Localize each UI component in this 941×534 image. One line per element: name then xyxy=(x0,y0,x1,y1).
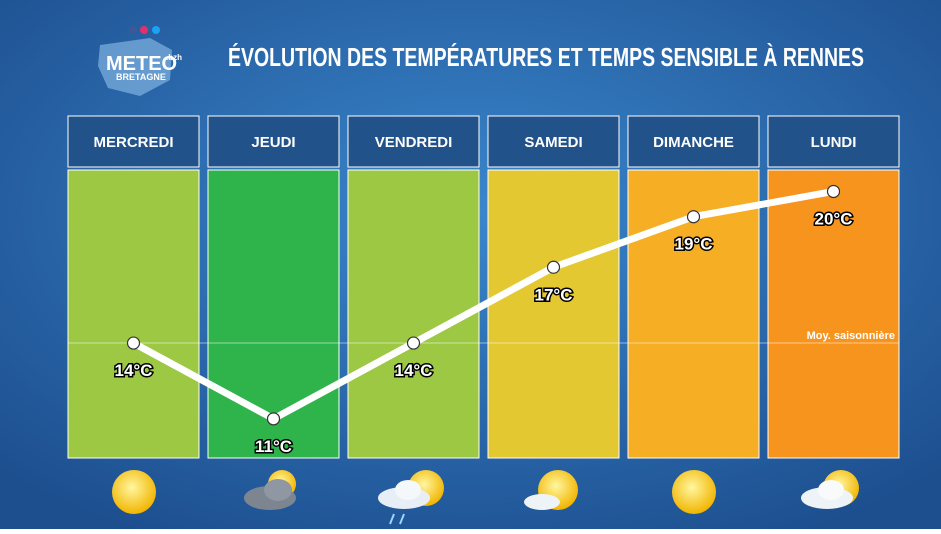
x-tick-label: JEUDI xyxy=(251,134,295,151)
header-cell xyxy=(487,115,620,168)
temperature-point xyxy=(686,210,701,224)
temperature-point xyxy=(126,336,141,350)
x-tick-label: DIMANCHE xyxy=(653,134,734,151)
seasonal-average-label: Moy. saisonnière xyxy=(807,330,895,342)
x-tick-label: SAMEDI xyxy=(524,134,582,151)
x-tick-label: MERCREDI xyxy=(93,134,173,151)
temperature-point xyxy=(406,336,421,350)
plot: MERCREDI JEUDI VENDREDI SAMEDI DIMANCHE LUNDI… xyxy=(67,115,900,459)
value-label: 19°C xyxy=(675,235,713,254)
day-column xyxy=(347,169,480,459)
temperature-line xyxy=(131,188,835,423)
value-label: 11°C xyxy=(255,437,292,456)
temperature-point xyxy=(826,184,841,199)
header-cell xyxy=(347,115,480,168)
day-column xyxy=(207,169,340,459)
weather-icons xyxy=(112,470,859,525)
brand-region: BRETAGNE xyxy=(116,72,166,82)
header-cell xyxy=(767,115,900,168)
x-tick-label: LUNDI xyxy=(811,134,857,151)
brand-suffix: .bzh xyxy=(166,53,182,62)
day-column xyxy=(487,169,620,459)
brand-name: METEO xyxy=(106,53,177,75)
temperature-point xyxy=(546,260,561,274)
value-label: 17°C xyxy=(535,285,573,304)
temperature-point xyxy=(266,412,281,426)
day-column xyxy=(767,169,900,459)
header-cell xyxy=(67,115,200,168)
x-tick-label: VENDREDI xyxy=(375,134,453,151)
chart-title: ÉVOLUTION DES TEMPÉRATURES ET TEMPS SENS… xyxy=(228,42,864,72)
header-cell xyxy=(627,115,760,168)
value-label: 14°C xyxy=(395,361,433,380)
header-cell xyxy=(207,115,340,168)
logo: METEO .bzh BRETAGNE xyxy=(98,26,182,96)
value-label: 14°C xyxy=(115,361,153,380)
value-label: 20°C xyxy=(815,209,853,228)
day-column xyxy=(67,169,200,459)
